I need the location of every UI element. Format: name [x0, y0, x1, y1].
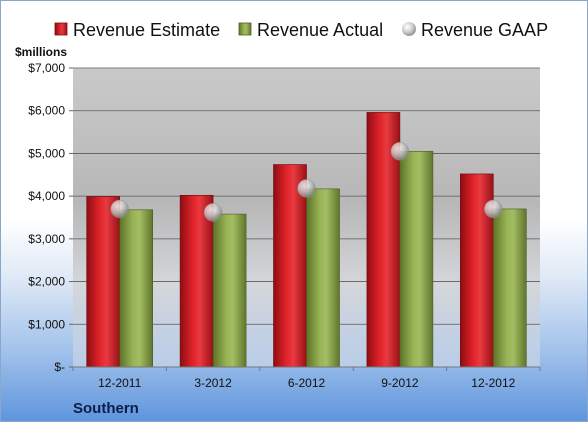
- y-axis-ticks: $- $1,000 $2,000 $3,000 $4,000 $5,000 $6,000 $7…: [28, 61, 73, 374]
- legend-label-revenue-gaap: Revenue GAAP: [421, 20, 548, 40]
- bar-revenue-actual: [492, 208, 527, 368]
- legend-item-revenue-gaap: Revenue GAAP: [402, 20, 548, 40]
- bars: [86, 112, 527, 368]
- x-tick-label: 12-2011: [98, 376, 141, 390]
- bar-revenue-estimate: [86, 196, 120, 368]
- legend-label-revenue-estimate: Revenue Estimate: [73, 20, 220, 40]
- y-axis-unit-label: $millions: [15, 45, 67, 59]
- y-tick-label: $4,000: [28, 189, 65, 203]
- gaap-markers: [110, 142, 503, 222]
- y-tick-label: $6,000: [28, 104, 65, 118]
- legend-marker-revenue-gaap: [402, 22, 416, 36]
- company-name: Southern: [73, 400, 139, 417]
- bar-revenue-actual: [399, 150, 434, 368]
- legend-swatch-revenue-estimate: [54, 22, 68, 36]
- marker-revenue-gaap: [297, 179, 316, 198]
- y-tick-label: $1,000: [28, 317, 65, 331]
- y-tick-label: $2,000: [28, 275, 65, 289]
- marker-revenue-gaap: [390, 142, 410, 161]
- x-tick-label: 6-2012: [288, 376, 326, 390]
- x-tick-label: 12-2012: [471, 376, 515, 390]
- y-tick-label: $3,000: [28, 232, 65, 246]
- legend-item-revenue-actual: Revenue Actual: [238, 20, 383, 40]
- legend-label-revenue-actual: Revenue Actual: [257, 20, 383, 40]
- y-tick-label: $7,000: [28, 61, 65, 75]
- legend: Revenue Estimate Revenue Actual Revenue …: [54, 20, 548, 40]
- x-tick-label: 9-2012: [381, 376, 419, 390]
- marker-revenue-gaap: [484, 199, 503, 219]
- bar-revenue-estimate: [179, 194, 214, 368]
- x-tick-label: 3-2012: [194, 376, 232, 390]
- y-tick-label: $5,000: [28, 146, 65, 160]
- marker-revenue-gaap: [203, 203, 223, 222]
- bar-revenue-actual: [306, 188, 340, 368]
- marker-revenue-gaap: [110, 199, 129, 219]
- bar-revenue-actual: [119, 209, 153, 368]
- bar-revenue-actual: [212, 213, 247, 368]
- y-tick-label: $-: [54, 360, 65, 374]
- legend-item-revenue-estimate: Revenue Estimate: [54, 20, 220, 40]
- x-axis-ticks: 12-2011 3-2012 6-2012 9-2012 12-2012: [72, 367, 541, 390]
- legend-swatch-revenue-actual: [238, 22, 252, 36]
